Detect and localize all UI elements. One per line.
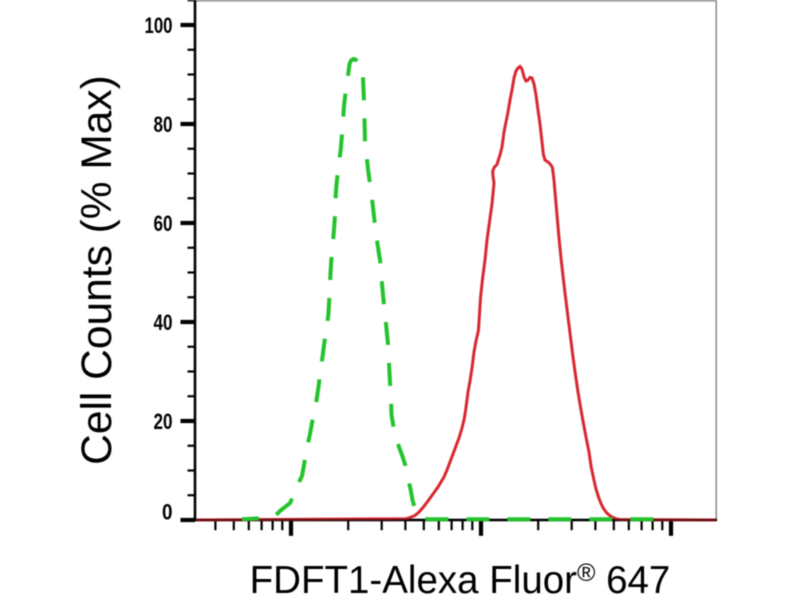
svg-text:60: 60 xyxy=(154,211,173,236)
svg-text:80: 80 xyxy=(154,112,173,137)
svg-text:40: 40 xyxy=(154,310,173,335)
svg-text:Cell Counts (% Max): Cell Counts (% Max) xyxy=(74,75,121,465)
svg-text:0: 0 xyxy=(162,500,173,525)
svg-text:20: 20 xyxy=(154,409,173,434)
svg-text:FDFT1-Alexa Fluor® 647: FDFT1-Alexa Fluor® 647 xyxy=(250,559,671,600)
svg-text:100: 100 xyxy=(145,13,173,38)
